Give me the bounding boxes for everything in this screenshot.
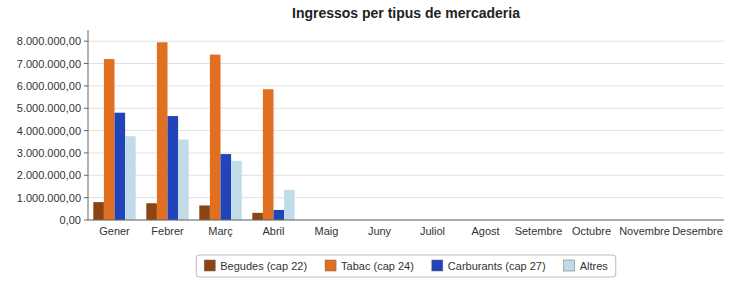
y-tick-label: 3.000.000,00 xyxy=(17,147,81,159)
bar xyxy=(168,116,179,220)
legend-item: Tabac (cap 24) xyxy=(325,260,414,272)
chart: Ingressos per tipus de mercaderia 0,00 1.0… xyxy=(0,0,740,292)
y-tick-label: 1.000.000,00 xyxy=(17,192,81,204)
legend-swatch xyxy=(564,260,575,271)
bars xyxy=(93,42,294,220)
y-tick xyxy=(84,152,88,153)
grid-line xyxy=(88,85,724,86)
bar xyxy=(115,113,126,220)
y-tick xyxy=(84,41,88,42)
y-tick xyxy=(84,108,88,109)
bar xyxy=(231,161,242,220)
y-tick-label: 0,00 xyxy=(60,214,81,226)
legend-label: Carburants (cap 27) xyxy=(448,260,546,272)
grid-line xyxy=(88,108,724,109)
legend-swatch xyxy=(204,260,215,271)
legend-label: Tabac (cap 24) xyxy=(341,260,414,272)
x-tick-label: Març xyxy=(208,225,233,237)
x-tick-label: Abril xyxy=(262,225,284,237)
bar xyxy=(104,59,115,220)
x-axis: Gener Febrer Març Abril Maig Juny Juliol Agost S… xyxy=(99,225,723,237)
bar xyxy=(210,55,221,220)
y-tick xyxy=(84,175,88,176)
legend-swatch xyxy=(432,260,443,271)
bar xyxy=(157,42,168,220)
x-tick-label: Desembre xyxy=(672,225,723,237)
legend-item: Altres xyxy=(564,260,609,272)
x-axis-line xyxy=(88,220,724,221)
legend-frame xyxy=(196,255,616,277)
bar xyxy=(263,89,274,220)
y-tick-label: 5.000.000,00 xyxy=(17,102,81,114)
grid-line xyxy=(88,130,724,131)
bar xyxy=(274,210,285,220)
legend-label: Altres xyxy=(580,260,609,272)
legend-item: Begudes (cap 22) xyxy=(204,260,307,272)
x-tick-label: Agost xyxy=(471,225,499,237)
grid-line xyxy=(88,220,724,221)
y-tick xyxy=(84,130,88,131)
y-tick xyxy=(84,85,88,86)
grid-line xyxy=(88,63,724,64)
x-tick-label: Juny xyxy=(368,225,392,237)
y-tick-label: 2.000.000,00 xyxy=(17,169,81,181)
y-tick-label: 7.000.000,00 xyxy=(17,58,81,70)
x-tick-label: Octubre xyxy=(572,225,611,237)
bar xyxy=(178,140,189,220)
y-tick-label: 6.000.000,00 xyxy=(17,80,81,92)
legend-label: Begudes (cap 22) xyxy=(220,260,307,272)
y-tick-label: 4.000.000,00 xyxy=(17,125,81,137)
y-tick xyxy=(84,197,88,198)
y-tick xyxy=(84,63,88,64)
bar xyxy=(93,202,104,220)
legend-item: Carburants (cap 27) xyxy=(432,260,546,272)
bar xyxy=(221,154,232,220)
legend: Begudes (cap 22) Tabac (cap 24) Carburants… xyxy=(196,255,616,277)
y-tick-label: 8.000.000,00 xyxy=(17,35,81,47)
grid-line xyxy=(88,41,724,42)
x-tick-label: Juliol xyxy=(420,225,445,237)
grid xyxy=(88,41,724,220)
y-axis: 0,00 1.000.000,00 2.000.000,00 3.000.000,00… xyxy=(17,35,88,226)
x-tick-label: Gener xyxy=(99,225,130,237)
x-tick-label: Maig xyxy=(315,225,339,237)
bar xyxy=(252,213,263,220)
x-tick-label: Novembre xyxy=(619,225,670,237)
x-tick-label: Setembre xyxy=(515,225,563,237)
bar xyxy=(146,203,157,220)
bar xyxy=(125,136,136,220)
bar xyxy=(284,190,295,220)
bar xyxy=(199,205,210,220)
x-tick-label: Febrer xyxy=(151,225,184,237)
legend-swatch xyxy=(325,260,336,271)
y-tick xyxy=(84,220,88,221)
y-axis-line xyxy=(88,30,89,220)
title: Ingressos per tipus de mercaderia xyxy=(292,5,520,21)
